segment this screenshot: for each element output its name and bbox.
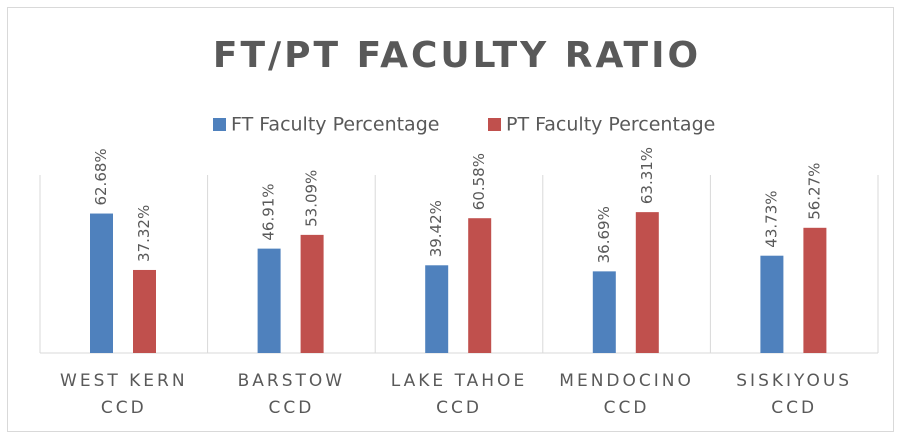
value-label: 60.58%: [470, 153, 488, 210]
x-tick-label: LAKE TAHOE CCD: [390, 371, 528, 418]
bar: [760, 255, 784, 353]
legend-label: PT Faculty Percentage: [506, 114, 715, 136]
legend-swatch: [213, 118, 226, 131]
chart-title: FT/PT FACULTY RATIO: [213, 35, 701, 76]
value-label: 36.69%: [595, 206, 613, 263]
value-label: 37.32%: [135, 205, 153, 262]
bar: [300, 234, 324, 353]
bar: [425, 265, 449, 353]
chart-border: [7, 7, 894, 432]
bar: [468, 218, 492, 353]
x-tick-label: WEST KERN CCD: [60, 371, 188, 418]
bar: [635, 212, 659, 353]
value-label: 46.91%: [260, 183, 278, 240]
legend-swatch: [488, 118, 501, 131]
x-tick-label: SISKIYOUS CCD: [736, 371, 853, 418]
value-label: 63.31%: [638, 147, 656, 204]
x-tick-label: MENDOCINO CCD: [559, 371, 694, 418]
bar: [133, 269, 156, 353]
x-tick-label: BARSTOW CCD: [237, 371, 346, 418]
legend-label: FT Faculty Percentage: [231, 114, 439, 136]
bar: [90, 213, 113, 353]
value-label: 62.68%: [92, 148, 110, 205]
value-label: 39.42%: [427, 200, 445, 257]
bar: [257, 248, 281, 353]
value-label: 43.73%: [762, 190, 780, 247]
bar: [803, 227, 827, 353]
bar: [592, 271, 616, 353]
value-label: 56.27%: [805, 163, 823, 220]
value-label: 53.09%: [303, 170, 321, 227]
